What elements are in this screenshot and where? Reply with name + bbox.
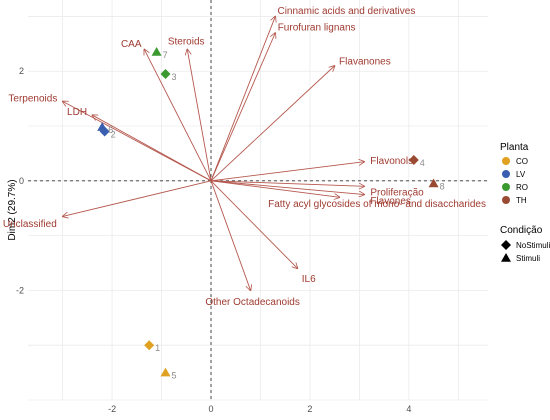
variable-label: Unclassified xyxy=(3,219,57,230)
legend-swatch xyxy=(502,157,510,165)
variable-vector: Flavonols xyxy=(210,156,413,182)
individual-point: 1 xyxy=(144,340,160,353)
vector-arrow xyxy=(210,33,275,182)
variable-vector: Proliferação xyxy=(210,180,424,199)
y-tick-label: -2 xyxy=(16,285,24,295)
variable-vectors: Cinnamic acids and derivatives Furofuran … xyxy=(3,6,486,308)
point-id-label: 3 xyxy=(172,72,177,82)
axes: Dim2 (29.7%) -2 0 2 4 -2 0 2 xyxy=(7,66,411,414)
point-id-label: 5 xyxy=(172,371,177,381)
legend-item-condicao: NoStimuli xyxy=(501,240,550,250)
y-tick-label: 0 xyxy=(19,176,24,186)
grid xyxy=(28,0,488,401)
variable-vector: Steroids xyxy=(168,36,212,181)
legend-label: CO xyxy=(516,157,528,166)
legend-swatch xyxy=(502,196,510,204)
legend-label: Stimuli xyxy=(516,254,540,263)
individual-point: 3 xyxy=(160,68,177,82)
vector-arrow xyxy=(210,180,251,291)
vector-arrow xyxy=(210,180,340,197)
variable-label: Flavanones xyxy=(339,57,391,68)
variable-vector: Other Octadecanoids xyxy=(205,180,300,308)
point-marker xyxy=(160,367,171,377)
legend: Planta Condição CO LV RO TH NoStimuli Stimuli xyxy=(500,142,550,263)
point-marker xyxy=(151,47,162,56)
point-marker xyxy=(408,155,419,165)
legend-label: RO xyxy=(516,183,528,192)
individual-point: 5 xyxy=(160,367,177,381)
vector-arrow xyxy=(210,180,298,269)
x-tick-label: -2 xyxy=(108,404,116,414)
point-id-label: 2 xyxy=(111,130,116,140)
individual-point: 8 xyxy=(428,178,445,192)
point-marker xyxy=(160,68,171,79)
legend-item-planta: CO xyxy=(502,157,528,166)
x-tick-label: 4 xyxy=(406,404,411,414)
vector-arrow xyxy=(63,180,212,217)
individual-point: 6 xyxy=(97,122,113,135)
vector-arrow xyxy=(210,162,364,182)
variable-vector: Flavones xyxy=(210,180,411,207)
variable-label: Fatty acyl glycosides of mono- and disac… xyxy=(268,199,486,210)
legend-title-condicao: Condição xyxy=(500,225,543,236)
individual-point: 4 xyxy=(408,155,425,168)
vector-arrow xyxy=(92,115,212,182)
legend-swatch xyxy=(502,183,510,191)
x-tick-label: 0 xyxy=(209,404,214,414)
variable-vector: Fatty acyl glycosides of mono- and disac… xyxy=(210,180,486,210)
vector-arrow xyxy=(187,49,212,181)
variable-label: Flavonols xyxy=(370,156,413,167)
legend-item-planta: TH xyxy=(502,196,527,205)
point-marker xyxy=(97,122,108,131)
point-marker xyxy=(428,178,439,188)
variable-vector: Cinnamic acids and derivatives xyxy=(210,6,415,181)
point-id-label: 4 xyxy=(420,158,425,168)
legend-label: TH xyxy=(516,196,527,205)
individual-points: 1 5 26 3 7 4 8 xyxy=(97,47,445,381)
variable-label: IL6 xyxy=(302,274,316,285)
variable-label: Terpenoids xyxy=(8,94,57,105)
variable-vector: Unclassified xyxy=(3,180,212,230)
y-tick-label: 2 xyxy=(19,66,24,76)
legend-item-planta: RO xyxy=(502,183,528,192)
variable-label: Furofuran lignans xyxy=(278,22,356,33)
point-id-label: 6 xyxy=(108,125,113,135)
variable-vector: IL6 xyxy=(210,180,316,285)
individual-point: 7 xyxy=(151,47,168,60)
y-axis-label: Dim2 (29.7%) xyxy=(7,179,18,240)
variable-vector: Flavanones xyxy=(210,57,391,182)
legend-label: LV xyxy=(516,170,526,179)
variable-label: Proliferação xyxy=(370,188,424,199)
legend-swatch xyxy=(501,240,511,250)
point-id-label: 1 xyxy=(155,343,160,353)
legend-swatch xyxy=(502,170,510,178)
legend-swatch xyxy=(501,253,511,262)
variable-label: Cinnamic acids and derivatives xyxy=(277,6,415,17)
vector-arrow xyxy=(210,180,364,186)
vector-arrow xyxy=(144,49,212,182)
point-id-label: 7 xyxy=(163,50,168,60)
variable-label: Steroids xyxy=(168,36,205,47)
legend-item-condicao: Stimuli xyxy=(501,253,540,263)
vector-arrow xyxy=(210,66,335,182)
legend-label: NoStimuli xyxy=(516,241,550,250)
point-id-label: 8 xyxy=(440,182,445,192)
variable-label: LDH xyxy=(67,107,87,118)
variable-vector: Furofuran lignans xyxy=(210,22,356,182)
variable-label: Other Octadecanoids xyxy=(205,297,300,308)
variable-vector: CAA xyxy=(121,39,212,182)
legend-title-planta: Planta xyxy=(500,142,529,153)
vector-arrow xyxy=(210,180,364,195)
point-marker xyxy=(144,340,155,351)
x-tick-label: 2 xyxy=(307,404,312,414)
legend-item-planta: LV xyxy=(502,170,526,179)
vector-arrow xyxy=(210,16,275,181)
variable-vector: LDH xyxy=(67,107,212,182)
variable-label: Flavones xyxy=(370,196,411,207)
variable-label: CAA xyxy=(121,39,142,50)
